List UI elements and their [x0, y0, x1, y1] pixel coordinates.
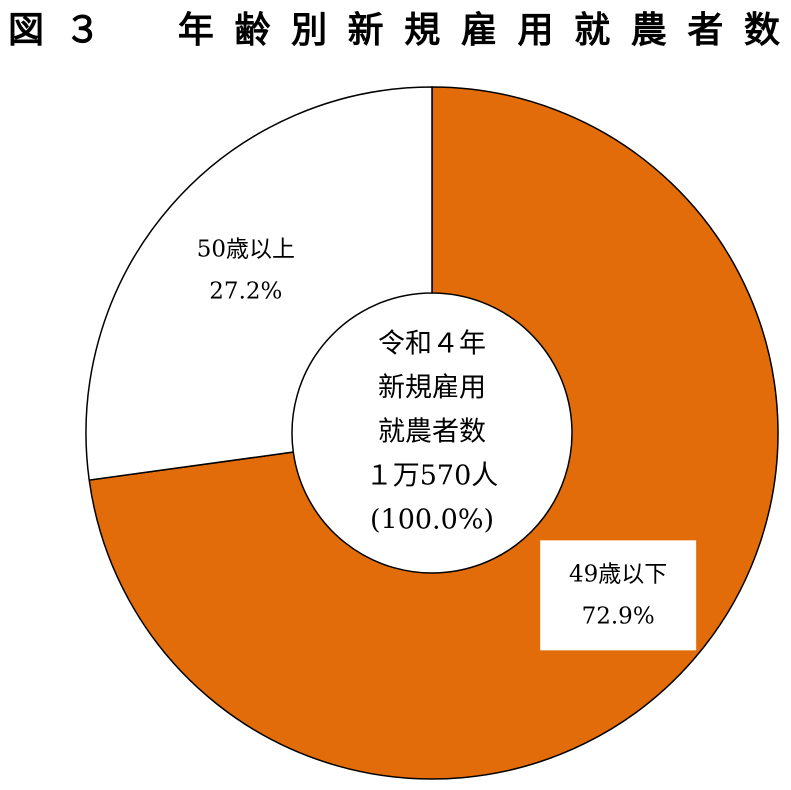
center-text: 令和４年	[378, 329, 486, 360]
value-label: 72.9%	[582, 603, 655, 629]
center-text: 新規雇用	[378, 373, 486, 404]
chart-title: 図３ 年齢別新規雇用就農者数	[8, 10, 780, 51]
center-text: (100.0%)	[370, 505, 494, 536]
center-text: 就農者数	[378, 417, 486, 448]
label-box	[540, 540, 697, 651]
center-text: １万570人	[366, 461, 499, 492]
label-box	[167, 215, 324, 326]
value-label: 27.2%	[209, 279, 282, 305]
slice-label: 49歳以下	[569, 561, 667, 587]
slice-label: 50歳以上	[197, 237, 295, 263]
